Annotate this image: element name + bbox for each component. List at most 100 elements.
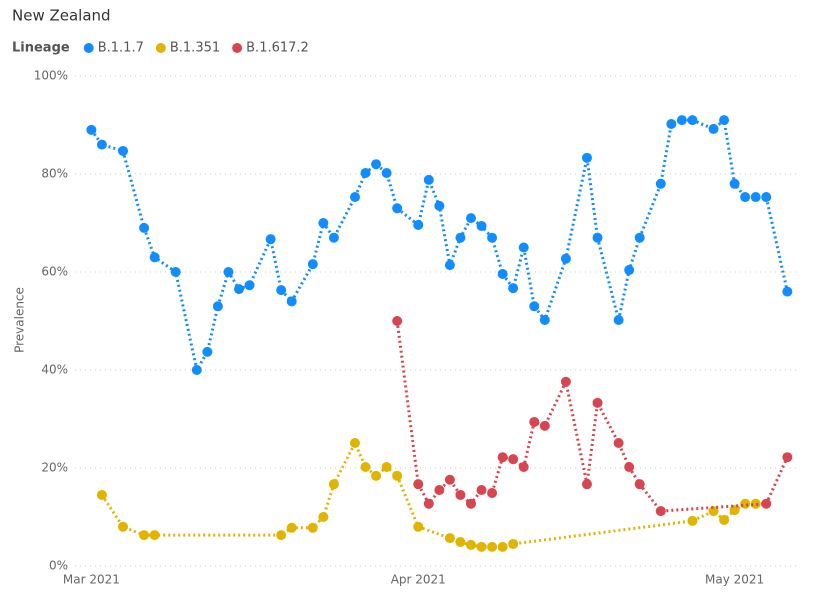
data-point — [729, 178, 740, 189]
data-point — [307, 522, 318, 533]
data-point — [149, 530, 160, 541]
data-point — [139, 530, 150, 541]
data-point — [328, 479, 339, 490]
data-point — [465, 498, 476, 509]
data-point — [518, 462, 529, 473]
data-point — [497, 541, 508, 552]
data-point — [392, 203, 403, 214]
data-point — [371, 159, 382, 170]
data-point — [444, 533, 455, 544]
data-point — [212, 301, 223, 312]
data-point — [740, 498, 751, 509]
data-point — [487, 487, 498, 498]
legend-marker — [155, 43, 166, 53]
data-point — [244, 280, 255, 291]
legend-label: B.1.1.7 — [98, 41, 144, 56]
data-point — [86, 124, 97, 135]
data-point — [276, 530, 287, 541]
data-point — [508, 454, 519, 465]
data-point — [413, 219, 424, 230]
data-point — [655, 178, 666, 189]
y-tick-label: 60% — [41, 265, 68, 279]
data-point — [508, 538, 519, 549]
data-point — [624, 462, 635, 473]
legend-label: B.1.351 — [170, 41, 220, 56]
data-point — [529, 301, 540, 312]
data-point — [434, 200, 445, 211]
data-point — [413, 521, 424, 532]
data-point — [360, 168, 371, 179]
data-point — [539, 420, 550, 431]
data-point — [592, 397, 603, 408]
data-point — [413, 479, 424, 490]
data-point — [676, 115, 687, 126]
data-point — [782, 286, 793, 297]
data-point — [465, 539, 476, 550]
data-point — [666, 119, 677, 130]
data-point — [392, 316, 403, 326]
data-point — [613, 438, 624, 449]
data-point — [455, 536, 466, 547]
series-line — [395, 320, 789, 513]
y-tick-label: 20% — [41, 461, 68, 475]
data-point — [497, 452, 508, 463]
data-point — [318, 512, 329, 522]
data-point — [687, 515, 698, 526]
data-point — [423, 174, 434, 185]
data-point — [392, 470, 403, 481]
data-point — [719, 115, 730, 126]
data-point — [349, 438, 360, 449]
data-point — [371, 470, 382, 481]
data-point — [655, 506, 666, 517]
data-point — [539, 315, 550, 326]
data-point — [508, 283, 519, 294]
data-point — [318, 218, 329, 228]
data-point — [328, 232, 339, 243]
x-tick-label: Mar 2021 — [63, 573, 120, 587]
data-point — [286, 522, 297, 533]
data-point — [223, 267, 234, 277]
data-point — [455, 232, 466, 243]
data-point — [624, 265, 635, 276]
data-point — [381, 462, 392, 473]
data-point — [487, 541, 498, 552]
data-point — [444, 474, 455, 485]
data-point — [592, 232, 603, 243]
data-point — [423, 498, 434, 509]
legend-marker — [83, 43, 94, 53]
data-point — [202, 346, 213, 357]
data-point — [117, 521, 128, 532]
chart-title: New Zealand — [12, 7, 111, 25]
data-point — [634, 232, 645, 243]
data-point — [782, 452, 793, 463]
data-point — [286, 296, 297, 307]
data-point — [444, 260, 455, 271]
y-tick-label: 40% — [41, 363, 68, 377]
y-tick-label: 100% — [34, 69, 68, 83]
data-point — [276, 285, 287, 296]
data-point — [761, 498, 772, 509]
series-line — [100, 439, 756, 549]
data-point — [529, 416, 540, 427]
data-point — [560, 376, 571, 387]
data-point — [750, 498, 761, 509]
y-tick-label: 80% — [41, 167, 68, 181]
data-point — [139, 222, 150, 233]
data-point — [613, 315, 624, 326]
y-axis-label: Prevalence — [13, 287, 27, 353]
data-point — [455, 489, 466, 500]
data-point — [465, 213, 476, 224]
data-point — [233, 284, 244, 295]
data-point — [381, 168, 392, 179]
data-point — [434, 485, 445, 496]
data-point — [740, 192, 751, 203]
data-point — [476, 541, 487, 552]
data-point — [307, 259, 318, 270]
data-point — [518, 242, 529, 253]
data-point — [96, 139, 107, 150]
x-tick-label: Apr 2021 — [391, 573, 446, 587]
data-point — [497, 268, 508, 279]
data-point — [170, 267, 181, 277]
y-tick-label: 0% — [49, 559, 68, 573]
